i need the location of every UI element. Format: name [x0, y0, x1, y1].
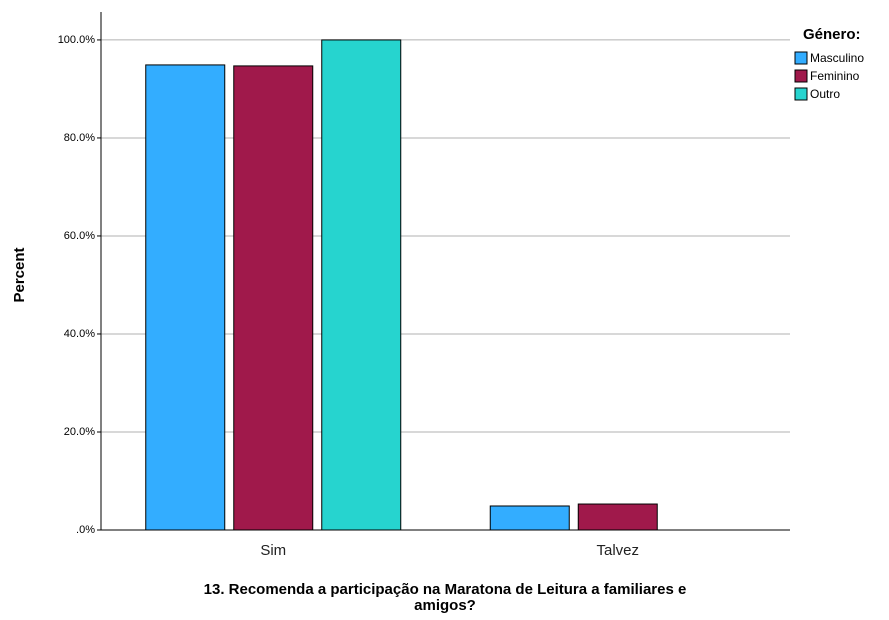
bar — [577, 503, 658, 531]
bar — [233, 65, 314, 531]
y-tick-label: 20.0% — [64, 426, 95, 438]
x-tick-label: Sim — [260, 542, 286, 559]
legend-swatch — [794, 51, 808, 65]
legend-label: Masculino — [810, 51, 864, 65]
legend-swatch — [794, 69, 808, 83]
bar — [489, 505, 570, 531]
y-tick-label: 40.0% — [64, 328, 95, 340]
bar — [321, 39, 402, 531]
y-tick-label: 100.0% — [58, 34, 96, 46]
y-tick-label: 80.0% — [64, 132, 95, 144]
bar — [145, 64, 226, 531]
legend-title: Género: — [803, 26, 861, 43]
legend-label: Feminino — [810, 69, 860, 83]
x-axis-label: 13. Recomenda a participação na Maratona… — [204, 581, 687, 598]
y-axis-label: Percent — [11, 247, 28, 302]
legend-swatch — [794, 87, 808, 101]
y-tick-label: 60.0% — [64, 230, 95, 242]
x-tick-label: Talvez — [596, 542, 639, 559]
legend-label: Outro — [810, 87, 840, 101]
y-tick-label: .0% — [76, 524, 95, 536]
x-axis-label: amigos? — [414, 597, 476, 614]
